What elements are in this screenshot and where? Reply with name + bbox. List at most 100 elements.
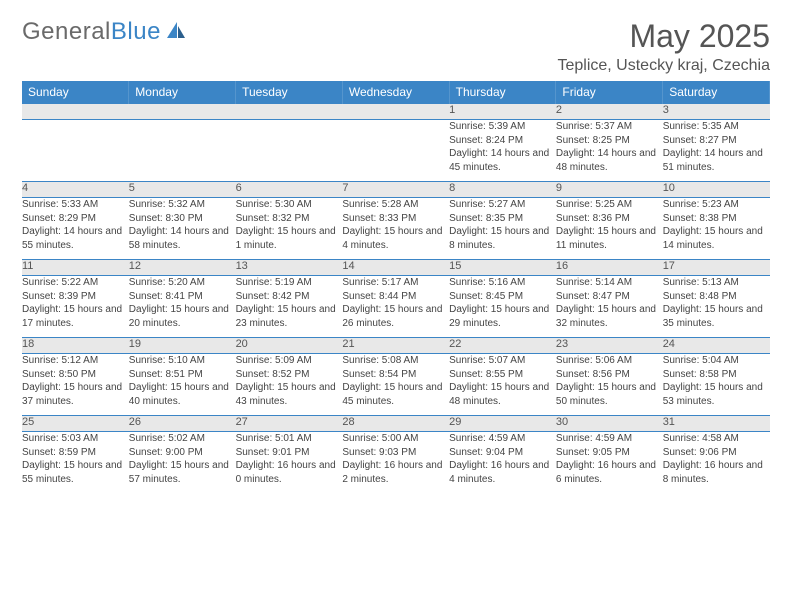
logo: GeneralBlue [22,18,187,46]
day-detail-cell: Sunrise: 4:59 AMSunset: 9:05 PMDaylight:… [556,432,663,494]
day-number-cell [22,104,129,120]
daylight-line: Daylight: 15 hours and 26 minutes. [342,303,449,330]
day-detail-cell: Sunrise: 5:01 AMSunset: 9:01 PMDaylight:… [236,432,343,494]
day-detail-cell: Sunrise: 5:12 AMSunset: 8:50 PMDaylight:… [22,354,129,416]
daylight-line: Daylight: 15 hours and 57 minutes. [129,459,236,486]
sunset-line: Sunset: 8:39 PM [22,290,129,304]
day-detail-cell: Sunrise: 5:02 AMSunset: 9:00 PMDaylight:… [129,432,236,494]
daylight-line: Daylight: 15 hours and 55 minutes. [22,459,129,486]
day-detail-cell: Sunrise: 5:28 AMSunset: 8:33 PMDaylight:… [342,198,449,260]
sunrise-line: Sunrise: 5:14 AM [556,276,663,290]
day-detail-cell: Sunrise: 5:35 AMSunset: 8:27 PMDaylight:… [663,120,770,182]
day-detail-cell: Sunrise: 5:22 AMSunset: 8:39 PMDaylight:… [22,276,129,338]
sunrise-line: Sunrise: 5:06 AM [556,354,663,368]
daylight-line: Daylight: 15 hours and 11 minutes. [556,225,663,252]
month-title: May 2025 [557,18,770,55]
day-detail-cell: Sunrise: 4:59 AMSunset: 9:04 PMDaylight:… [449,432,556,494]
day-number-cell: 1 [449,104,556,120]
sunset-line: Sunset: 8:59 PM [22,446,129,460]
sunset-line: Sunset: 8:50 PM [22,368,129,382]
daylight-line: Daylight: 15 hours and 35 minutes. [663,303,770,330]
day-detail-cell: Sunrise: 4:58 AMSunset: 9:06 PMDaylight:… [663,432,770,494]
day-number-cell: 17 [663,260,770,276]
day-detail-cell: Sunrise: 5:08 AMSunset: 8:54 PMDaylight:… [342,354,449,416]
sunset-line: Sunset: 8:32 PM [236,212,343,226]
daynum-row: 18192021222324 [22,338,770,354]
day-number-cell: 14 [342,260,449,276]
daylight-line: Daylight: 15 hours and 17 minutes. [22,303,129,330]
calendar-table: SundayMondayTuesdayWednesdayThursdayFrid… [22,81,770,494]
day-detail-cell: Sunrise: 5:30 AMSunset: 8:32 PMDaylight:… [236,198,343,260]
sail-icon [165,20,187,45]
day-header: Friday [556,81,663,104]
sunset-line: Sunset: 9:03 PM [342,446,449,460]
daynum-row: 25262728293031 [22,416,770,432]
daylight-line: Daylight: 15 hours and 14 minutes. [663,225,770,252]
daylight-line: Daylight: 15 hours and 50 minutes. [556,381,663,408]
daylight-line: Daylight: 15 hours and 40 minutes. [129,381,236,408]
daylight-line: Daylight: 14 hours and 55 minutes. [22,225,129,252]
daylight-line: Daylight: 15 hours and 23 minutes. [236,303,343,330]
daylight-line: Daylight: 15 hours and 4 minutes. [342,225,449,252]
sunrise-line: Sunrise: 5:23 AM [663,198,770,212]
day-number-cell: 10 [663,182,770,198]
day-number-cell: 2 [556,104,663,120]
daylight-line: Daylight: 15 hours and 53 minutes. [663,381,770,408]
sunset-line: Sunset: 9:06 PM [663,446,770,460]
daylight-line: Daylight: 15 hours and 45 minutes. [342,381,449,408]
daylight-line: Daylight: 15 hours and 8 minutes. [449,225,556,252]
sunset-line: Sunset: 8:55 PM [449,368,556,382]
daylight-line: Daylight: 15 hours and 1 minute. [236,225,343,252]
daynum-row: 123 [22,104,770,120]
day-number-cell: 24 [663,338,770,354]
day-number-cell: 29 [449,416,556,432]
detail-row: Sunrise: 5:03 AMSunset: 8:59 PMDaylight:… [22,432,770,494]
day-detail-cell: Sunrise: 5:17 AMSunset: 8:44 PMDaylight:… [342,276,449,338]
sunset-line: Sunset: 8:35 PM [449,212,556,226]
day-detail-cell: Sunrise: 5:16 AMSunset: 8:45 PMDaylight:… [449,276,556,338]
sunrise-line: Sunrise: 5:27 AM [449,198,556,212]
day-detail-cell: Sunrise: 5:23 AMSunset: 8:38 PMDaylight:… [663,198,770,260]
day-detail-cell: Sunrise: 5:27 AMSunset: 8:35 PMDaylight:… [449,198,556,260]
day-number-cell: 5 [129,182,236,198]
sunrise-line: Sunrise: 5:12 AM [22,354,129,368]
day-detail-cell: Sunrise: 5:33 AMSunset: 8:29 PMDaylight:… [22,198,129,260]
detail-row: Sunrise: 5:39 AMSunset: 8:24 PMDaylight:… [22,120,770,182]
sunrise-line: Sunrise: 5:16 AM [449,276,556,290]
sunset-line: Sunset: 8:27 PM [663,134,770,148]
day-detail-cell [342,120,449,182]
day-number-cell: 15 [449,260,556,276]
sunrise-line: Sunrise: 4:58 AM [663,432,770,446]
daylight-line: Daylight: 16 hours and 0 minutes. [236,459,343,486]
day-detail-cell: Sunrise: 5:32 AMSunset: 8:30 PMDaylight:… [129,198,236,260]
day-detail-cell [129,120,236,182]
sunset-line: Sunset: 8:58 PM [663,368,770,382]
sunset-line: Sunset: 8:36 PM [556,212,663,226]
day-number-cell: 4 [22,182,129,198]
day-number-cell: 13 [236,260,343,276]
sunrise-line: Sunrise: 5:35 AM [663,120,770,134]
sunrise-line: Sunrise: 5:00 AM [342,432,449,446]
day-header: Sunday [22,81,129,104]
day-number-cell: 7 [342,182,449,198]
day-number-cell: 22 [449,338,556,354]
sunrise-line: Sunrise: 4:59 AM [556,432,663,446]
day-number-cell: 27 [236,416,343,432]
sunset-line: Sunset: 8:48 PM [663,290,770,304]
sunrise-line: Sunrise: 5:19 AM [236,276,343,290]
daylight-line: Daylight: 16 hours and 4 minutes. [449,459,556,486]
sunrise-line: Sunrise: 5:07 AM [449,354,556,368]
calendar-header-row: SundayMondayTuesdayWednesdayThursdayFrid… [22,81,770,104]
sunset-line: Sunset: 8:25 PM [556,134,663,148]
day-detail-cell: Sunrise: 5:14 AMSunset: 8:47 PMDaylight:… [556,276,663,338]
day-detail-cell: Sunrise: 5:37 AMSunset: 8:25 PMDaylight:… [556,120,663,182]
sunset-line: Sunset: 8:29 PM [22,212,129,226]
day-detail-cell: Sunrise: 5:06 AMSunset: 8:56 PMDaylight:… [556,354,663,416]
sunset-line: Sunset: 8:45 PM [449,290,556,304]
day-number-cell: 28 [342,416,449,432]
detail-row: Sunrise: 5:33 AMSunset: 8:29 PMDaylight:… [22,198,770,260]
day-number-cell: 18 [22,338,129,354]
day-detail-cell: Sunrise: 5:00 AMSunset: 9:03 PMDaylight:… [342,432,449,494]
day-header: Wednesday [342,81,449,104]
day-number-cell: 8 [449,182,556,198]
